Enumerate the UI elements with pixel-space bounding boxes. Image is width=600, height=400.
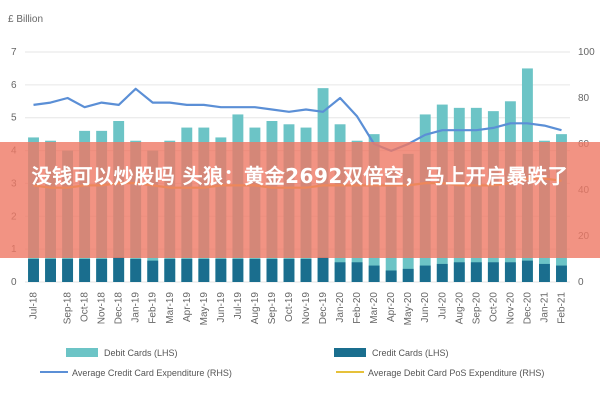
credit-expenditure-line — [33, 87, 562, 152]
credit-bar — [28, 259, 39, 282]
right-tick-label: 100 — [578, 47, 595, 58]
credit-bar — [402, 268, 414, 282]
headline-text[interactable]: 没钱可以炒股吗 头狼：黄金2692双倍空，马上开启暴跌了 — [31, 164, 569, 188]
credit-bar — [368, 265, 380, 282]
x-tick-label: Jan-21 — [539, 292, 550, 323]
x-tick-label: Dec-20 — [522, 292, 533, 325]
x-tick-label: Nov-19 — [301, 292, 312, 325]
left-tick-label: 5 — [11, 113, 17, 124]
credit-bar — [232, 259, 244, 282]
legend-credit-swatch — [334, 348, 366, 357]
x-tick-label: Jul-18 — [29, 292, 40, 320]
credit-bar — [351, 262, 363, 282]
legend-debit-expenditure-label: Average Debit Card PoS Expenditure (RHS) — [368, 368, 544, 378]
credit-bar — [249, 259, 261, 282]
legend: Debit Cards (LHS) Credit Cards (LHS) Avera… — [40, 348, 544, 378]
credit-bar — [215, 259, 227, 282]
left-tick-label: 0 — [11, 277, 17, 288]
legend-debit-swatch — [66, 348, 98, 357]
x-tick-label: Aug-19 — [250, 292, 261, 325]
credit-bar — [164, 259, 176, 282]
legend-debit-label: Debit Cards (LHS) — [104, 348, 178, 358]
x-tick-label: Sep-18 — [63, 292, 74, 325]
credit-bar — [62, 259, 74, 282]
x-tick-label: Nov-18 — [97, 292, 108, 325]
credit-bar — [556, 265, 567, 282]
x-tick-label: May-19 — [199, 292, 210, 326]
x-tick-label: Feb-21 — [556, 292, 567, 324]
x-tick-label: Mar-20 — [369, 292, 380, 324]
credit-bar — [147, 260, 159, 282]
credit-bar — [266, 259, 278, 282]
x-tick-label: Jul-19 — [233, 292, 244, 320]
credit-bar — [113, 257, 125, 282]
left-tick-label: 6 — [11, 80, 17, 91]
x-tick-label: Aug-20 — [454, 292, 465, 325]
credit-bar — [487, 262, 499, 282]
credit-bar — [198, 259, 210, 282]
x-tick-label: Apr-20 — [386, 292, 397, 322]
x-tick-label: Feb-19 — [148, 292, 159, 324]
x-tick-label: Feb-20 — [352, 292, 363, 324]
right-tick-label: 80 — [578, 93, 590, 104]
x-tick-label: Jun-20 — [420, 292, 431, 323]
left-tick-label: 7 — [11, 47, 17, 58]
credit-bar — [453, 262, 465, 282]
credit-bar — [334, 262, 346, 282]
x-tick-label: May-20 — [403, 292, 414, 326]
credit-bar — [470, 262, 482, 282]
x-tick-label: Oct-20 — [488, 292, 499, 322]
credit-bar — [79, 259, 91, 282]
x-tick-label: Apr-19 — [182, 292, 193, 322]
headline-banner — [0, 142, 600, 258]
credit-bar — [283, 259, 295, 282]
x-tick-label: Sep-19 — [267, 292, 278, 325]
credit-bar — [130, 259, 142, 282]
x-tick-label: Nov-20 — [505, 292, 516, 325]
left-axis-unit: £ Billion — [8, 14, 43, 25]
x-tick-label: Jun-19 — [216, 292, 227, 323]
right-tick-label: 0 — [578, 277, 584, 288]
credit-bar — [504, 262, 516, 282]
credit-bar — [436, 263, 448, 282]
x-tick-label: Dec-18 — [114, 292, 125, 325]
credit-bar — [300, 259, 312, 282]
legend-credit-label: Credit Cards (LHS) — [372, 348, 449, 358]
x-tick-label: Sep-20 — [471, 292, 482, 325]
x-tick-label: Jul-20 — [437, 292, 448, 320]
credit-bar — [317, 257, 329, 282]
credit-bar — [419, 265, 431, 282]
credit-bar — [385, 270, 397, 282]
x-tick-label: Mar-19 — [165, 292, 176, 324]
x-tick-label: Dec-19 — [318, 292, 329, 325]
legend-credit-expenditure-label: Average Credit Card Expenditure (RHS) — [72, 368, 232, 378]
x-tick-label: Jan-19 — [131, 292, 142, 323]
credit-bar — [521, 260, 533, 282]
x-tick-label: Oct-18 — [80, 292, 91, 322]
credit-bar — [181, 259, 193, 282]
x-tick-label: Oct-19 — [284, 292, 295, 322]
credit-bar — [45, 259, 56, 282]
credit-bar — [539, 263, 550, 282]
axis-ticks: 01234567020406080100Jul-18Sep-18Oct-18No… — [11, 47, 595, 325]
x-tick-label: Jan-20 — [335, 292, 346, 323]
credit-bar — [96, 259, 108, 282]
